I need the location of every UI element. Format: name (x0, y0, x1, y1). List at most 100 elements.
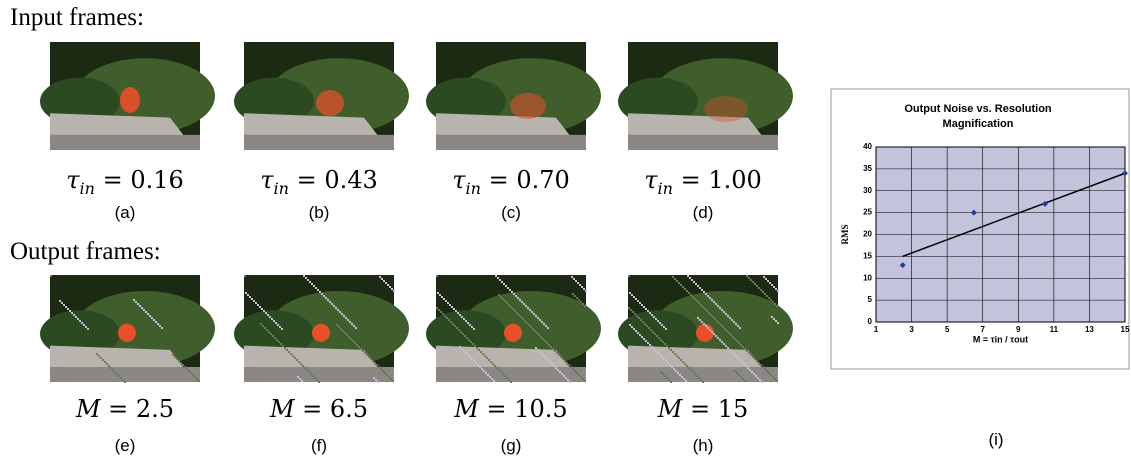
photo-noise (720, 324, 722, 326)
photo-noise (697, 317, 699, 319)
photo-ball (510, 93, 546, 119)
photo-noise (768, 372, 770, 374)
photo-noise (684, 288, 686, 290)
photo-noise (696, 375, 698, 377)
photo-noise (694, 298, 696, 300)
photo-noise (737, 325, 739, 327)
photo-noise (437, 292, 439, 294)
photo-noise (639, 334, 641, 336)
photo-noise (272, 335, 274, 337)
photo-noise (362, 350, 364, 352)
photo-noise (489, 376, 491, 378)
photo-noise (348, 336, 350, 338)
photo-noise (477, 364, 479, 366)
photo-noise (546, 342, 548, 344)
frame-tag: (b) (309, 203, 330, 223)
photo-noise (740, 344, 742, 346)
photo-noise (682, 361, 684, 363)
photo-noise (709, 297, 711, 299)
photo-ball (504, 324, 522, 342)
photo-noise (488, 359, 490, 361)
photo-noise (492, 363, 494, 365)
photo-noise (639, 302, 641, 304)
photo-noise (524, 320, 526, 322)
photo-noise (717, 305, 719, 307)
photo-noise (727, 315, 729, 317)
photo-noise (341, 313, 343, 315)
value: = 6.5 (302, 395, 368, 423)
photo-noise (512, 308, 514, 310)
photo-noise (176, 358, 178, 360)
x-tick-label: 11 (1050, 325, 1059, 334)
photo-noise (535, 315, 537, 317)
photo-noise (353, 325, 355, 327)
y-tick-label: 20 (863, 230, 872, 239)
photo-noise (480, 351, 482, 353)
photo-noise (188, 370, 190, 372)
output-heading: Output frames: (10, 238, 161, 266)
photo-noise (384, 372, 386, 374)
photo-noise (389, 286, 391, 288)
photo-noise (645, 308, 647, 310)
photo-noise (574, 295, 576, 297)
photo-noise (674, 353, 676, 355)
photo-noise (643, 338, 645, 340)
photo-noise (458, 329, 460, 331)
photo-noise (317, 289, 319, 291)
photo-noise (690, 294, 692, 296)
photo-noise (684, 363, 686, 365)
photo-noise (729, 349, 731, 351)
photo-noise (345, 317, 347, 319)
photo-noise (442, 313, 444, 315)
photo-noise (648, 327, 650, 329)
photo-noise (517, 297, 519, 299)
photo-noise (495, 275, 497, 277)
photo-noise (760, 364, 762, 366)
photo-noise (581, 286, 583, 288)
photo-noise (471, 358, 473, 360)
photo-noise (143, 309, 145, 311)
photo-noise (541, 353, 543, 355)
value: = 15 (690, 395, 748, 423)
photo-noise (268, 331, 270, 333)
photo-noise (467, 322, 469, 324)
photo-noise (390, 378, 392, 380)
photo-noise (292, 355, 294, 357)
photo-noise (656, 335, 658, 337)
photo-noise (286, 349, 288, 351)
photo-noise (694, 373, 696, 375)
photo-noise (777, 322, 779, 324)
photo-noise (675, 370, 677, 372)
frame-caption: M = 15 (658, 395, 749, 423)
photo-noise (500, 296, 502, 298)
photo-noise (714, 318, 716, 320)
frame-tag: (d) (693, 203, 714, 223)
photo-noise (184, 366, 186, 368)
photo-noise (721, 309, 723, 311)
photo-noise (708, 312, 710, 314)
photo-noise (487, 374, 489, 376)
photo-noise (498, 369, 500, 371)
photo-noise (294, 357, 296, 359)
photo-noise (360, 348, 362, 350)
subscript: in (466, 179, 481, 198)
photo-noise (748, 277, 750, 279)
photo-noise (766, 295, 768, 297)
photo-noise (635, 330, 637, 332)
photo-noise (454, 325, 456, 327)
photo-noise (713, 301, 715, 303)
photo-noise (352, 340, 354, 342)
photo-noise (194, 376, 196, 378)
photo-noise (503, 283, 505, 285)
photo-noise (643, 306, 645, 308)
photo-noise (259, 306, 261, 308)
frame-caption: τin = 0.43 (260, 166, 378, 198)
photo-noise (537, 349, 539, 351)
photo-noise (87, 328, 89, 330)
photo-noise (112, 369, 114, 371)
photo-noise (516, 312, 518, 314)
photo-noise (776, 380, 778, 382)
photo-noise (483, 370, 485, 372)
y-tick-label: 25 (863, 208, 872, 217)
photo-noise (537, 317, 539, 319)
